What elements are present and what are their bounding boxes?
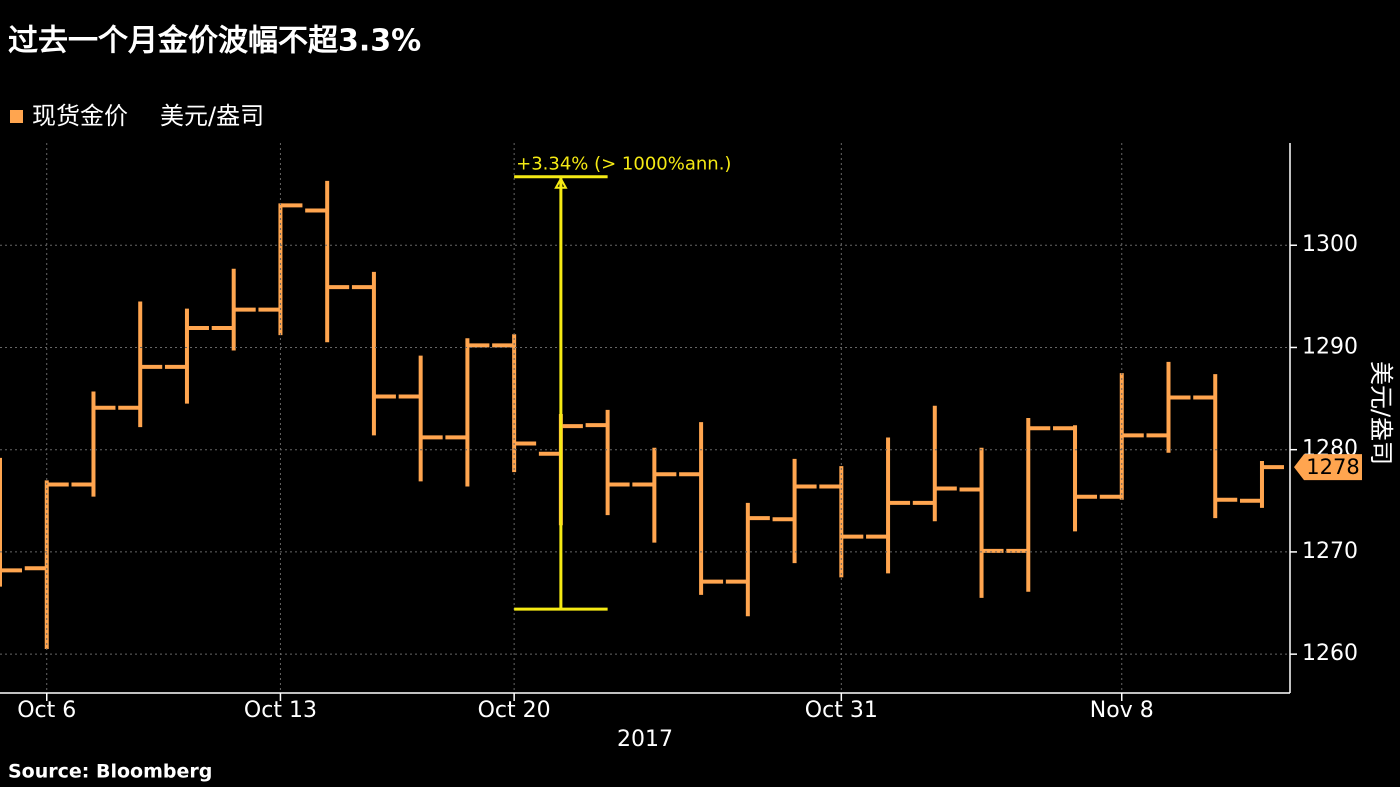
annotation-arrow bbox=[554, 176, 568, 189]
y-tick-label: 1270 bbox=[1302, 539, 1358, 564]
y-tick-label: 1300 bbox=[1302, 232, 1358, 257]
y-tick-label: 1260 bbox=[1302, 641, 1358, 666]
chart-title: 过去一个月金价波幅不超3.3% bbox=[8, 24, 421, 59]
x-tick-label: Oct 6 bbox=[17, 698, 76, 723]
x-axis-title: 2017 bbox=[617, 727, 673, 752]
last-price-label: 1278 bbox=[1306, 455, 1359, 479]
legend-unit: 美元/盎司 bbox=[160, 102, 264, 130]
x-tick-label: Oct 31 bbox=[805, 698, 878, 723]
legend-label: 现货金价 bbox=[32, 102, 128, 130]
annotation-label: +3.34% (> 1000%ann.) bbox=[516, 154, 731, 175]
x-tick-label: Oct 13 bbox=[244, 698, 317, 723]
source: Source: Bloomberg bbox=[8, 761, 212, 783]
last-price-box bbox=[1294, 454, 1362, 481]
x-tick-label: Oct 20 bbox=[478, 698, 551, 723]
legend-swatch bbox=[10, 110, 23, 123]
y-tick-label: 1290 bbox=[1302, 334, 1358, 359]
y-axis-title: 美元/盎司 bbox=[1367, 361, 1395, 465]
x-tick-label: Nov 8 bbox=[1090, 698, 1154, 723]
